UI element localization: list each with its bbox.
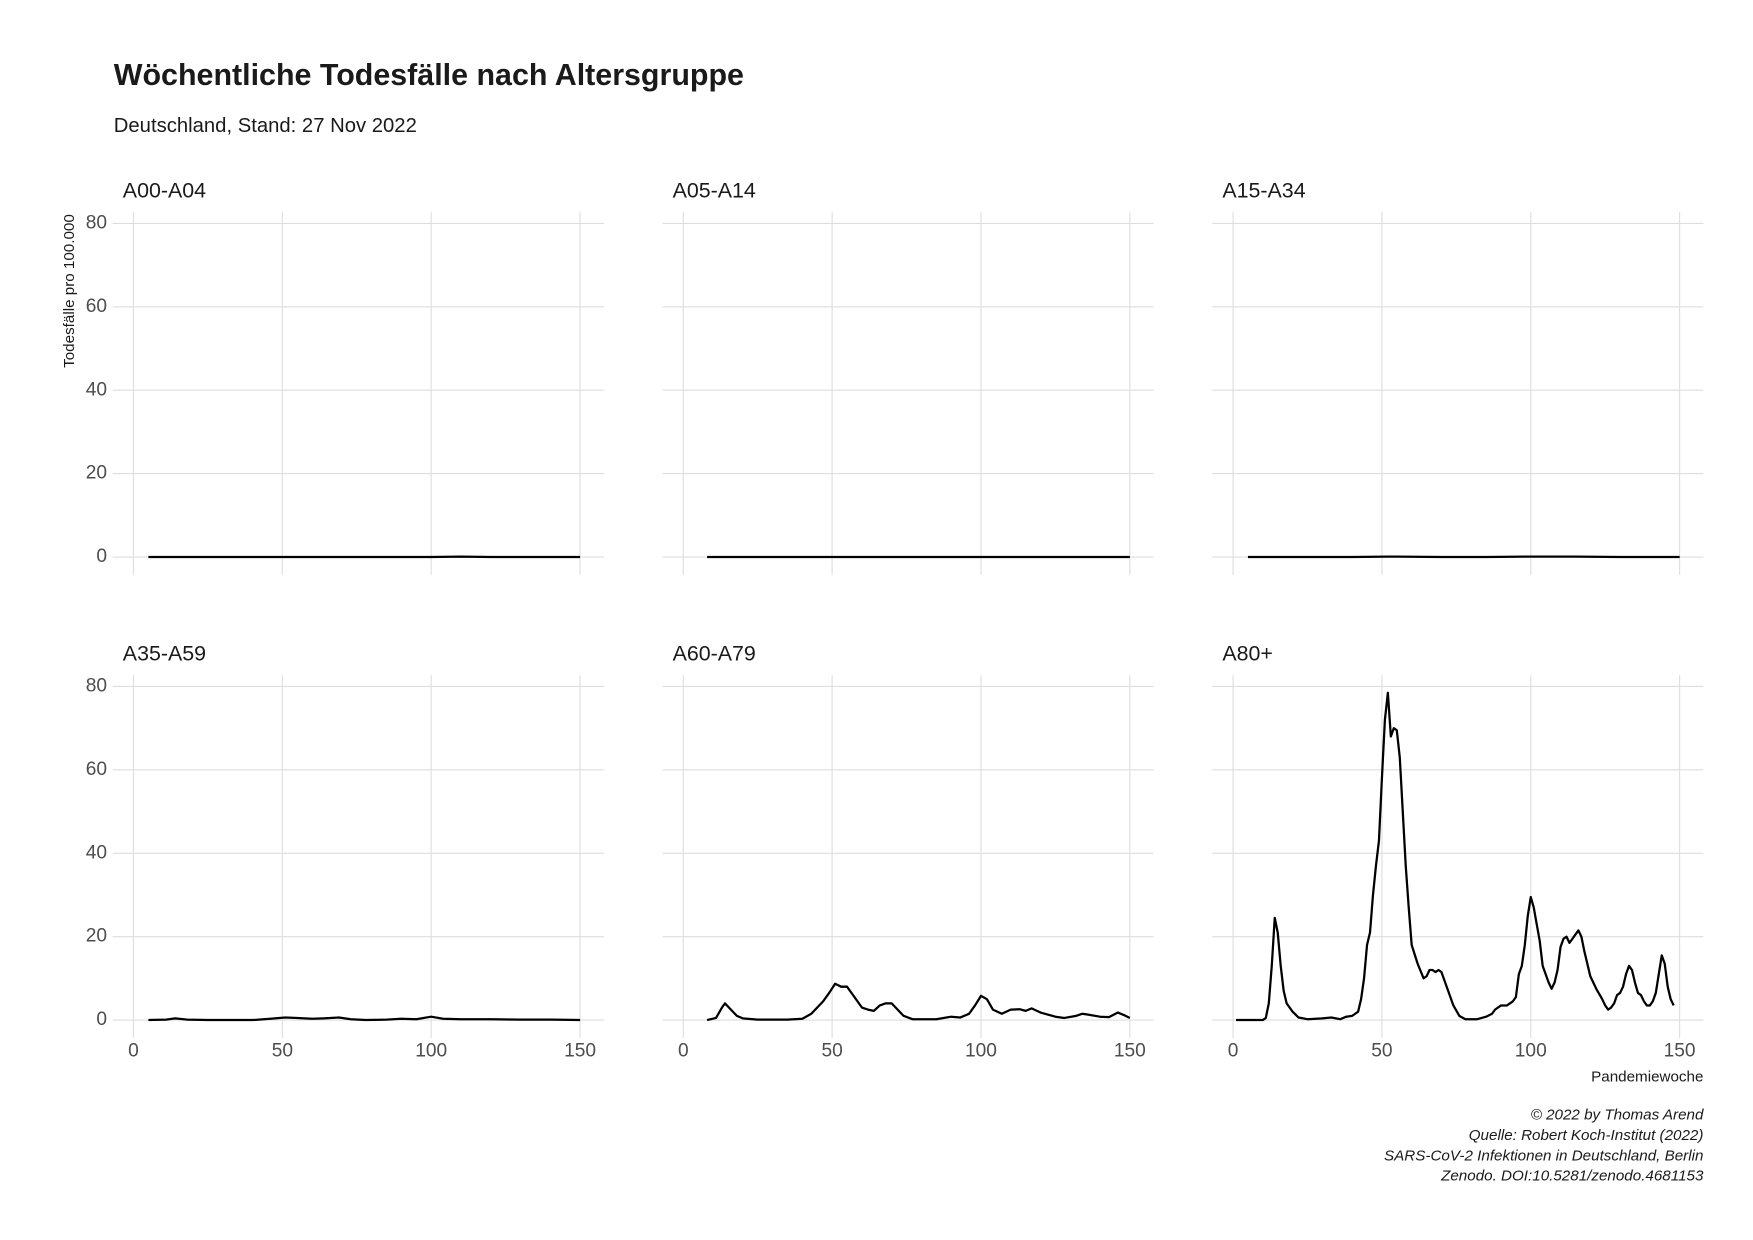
facet-title: A00-A04 (123, 179, 206, 203)
x-tick-label: 100 (1515, 1041, 1547, 1062)
x-tick-label: 150 (1114, 1041, 1146, 1062)
data-line (148, 1015, 581, 1022)
caption: Quelle: Robert Koch-Institut (2022) (1469, 1127, 1704, 1144)
x-tick-label: 150 (564, 1041, 596, 1062)
facet-title: A80+ (1222, 642, 1273, 666)
x-tick-label: 0 (128, 1041, 139, 1062)
y-tick-label: 80 (86, 676, 107, 697)
x-tick-label: 100 (415, 1041, 447, 1062)
facet-title: A35-A59 (123, 642, 206, 666)
caption: Zenodo. DOI:10.5281/zenodo.4681153 (1440, 1168, 1704, 1185)
y-tick-label: 40 (86, 379, 107, 400)
y-tick-label: 20 (86, 463, 107, 484)
x-axis-label: Pandemiewoche (1591, 1068, 1703, 1085)
y-tick-label: 60 (86, 296, 107, 317)
x-tick-label: 100 (965, 1041, 997, 1062)
facet-title: A05-A14 (673, 179, 756, 203)
y-tick-label: 60 (86, 759, 107, 780)
data-line (706, 982, 1131, 1022)
x-tick-label: 0 (678, 1041, 689, 1062)
y-tick-label: 0 (96, 1009, 107, 1030)
caption: SARS-CoV-2 Infektionen in Deutschland, B… (1384, 1147, 1703, 1164)
chart-subtitle: Deutschland, Stand: 27 Nov 2022 (114, 115, 417, 137)
x-tick-label: 150 (1664, 1041, 1696, 1062)
y-tick-label: 0 (96, 546, 107, 567)
chart-title: Wöchentliche Todesfälle nach Altersgrupp… (114, 58, 744, 92)
y-tick-label: 20 (86, 926, 107, 947)
caption: © 2022 by Thomas Arend (1531, 1107, 1704, 1124)
x-tick-label: 0 (1228, 1041, 1239, 1062)
facet-title: A60-A79 (673, 642, 756, 666)
x-tick-label: 50 (821, 1041, 842, 1062)
data-line (1236, 691, 1675, 1022)
y-tick-label: 80 (86, 212, 107, 233)
facet-title: A15-A34 (1222, 179, 1305, 203)
y-axis-label: Todesfälle pro 100.000 (61, 214, 78, 368)
x-tick-label: 50 (1371, 1041, 1392, 1062)
y-tick-label: 40 (86, 842, 107, 863)
x-tick-label: 50 (272, 1041, 293, 1062)
